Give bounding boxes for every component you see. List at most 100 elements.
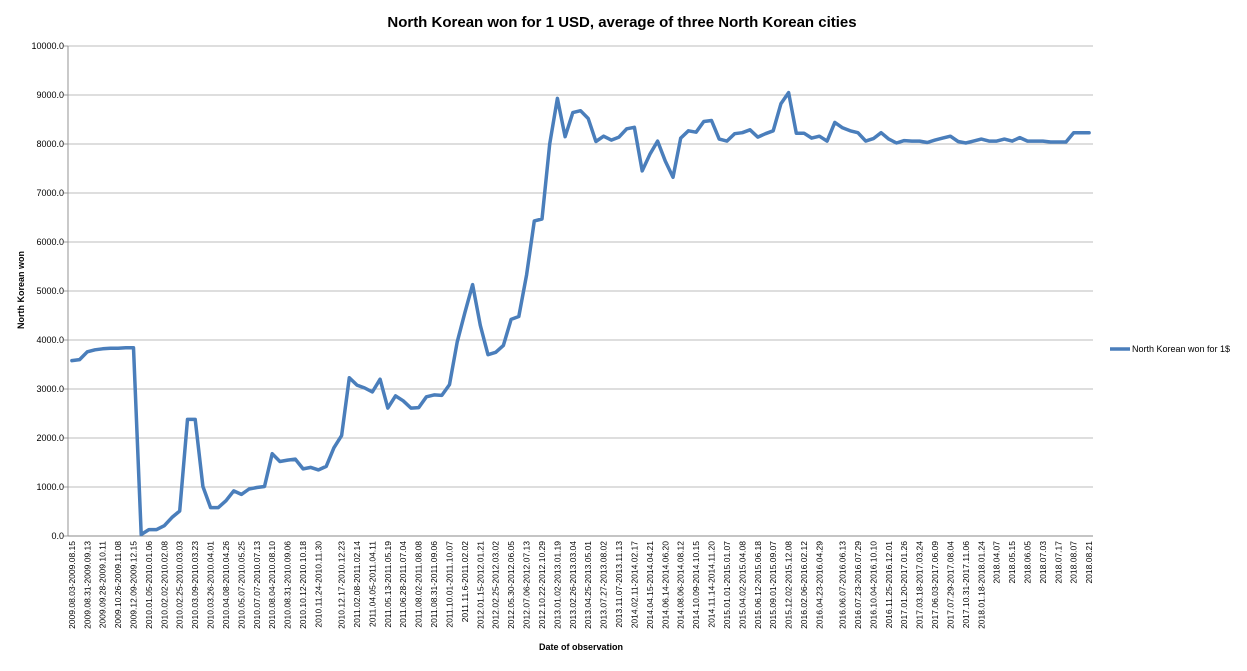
data-point xyxy=(903,139,906,142)
x-tick-label: 2015.04.02-2015.04.08 xyxy=(737,541,747,629)
x-tick-label: 2015.12.02-2015.12.08 xyxy=(784,541,794,629)
data-point xyxy=(363,387,366,390)
data-point xyxy=(132,346,135,349)
data-point xyxy=(309,466,312,469)
data-point xyxy=(70,359,73,362)
data-point xyxy=(1041,140,1044,143)
data-point xyxy=(887,138,890,141)
data-point xyxy=(379,378,382,381)
x-tick-label: 2013.11.07-2013.11.13 xyxy=(614,541,624,628)
data-point xyxy=(672,176,675,179)
data-point xyxy=(109,347,112,350)
data-point xyxy=(564,135,567,138)
data-point xyxy=(1011,140,1014,143)
data-point xyxy=(1065,141,1068,144)
data-point xyxy=(117,347,120,350)
x-tick-label: 2010.03.09-2010.03.23 xyxy=(190,541,200,629)
data-point xyxy=(78,358,81,361)
data-point xyxy=(371,390,374,393)
data-point xyxy=(394,394,397,397)
x-tick-label: 2010.11.24-2010.11.30 xyxy=(314,541,324,628)
data-point xyxy=(1049,141,1052,144)
x-tick-label: 2010.02.25-2010.03.03 xyxy=(175,541,185,629)
data-point xyxy=(988,140,991,143)
x-tick-label: 2018.07.17 xyxy=(1053,541,1063,584)
x-tick-label: 2010.08.31-2010.09.06 xyxy=(283,541,293,629)
data-point xyxy=(386,407,389,410)
x-tick-label: 2014.06.14-2014.06.20 xyxy=(660,541,670,629)
data-point xyxy=(286,459,289,462)
data-point xyxy=(448,383,451,386)
x-tick-label: 2009.12.09-2009.12.15 xyxy=(129,541,139,629)
x-tick-label: 2018.01.18-2018.01.24 xyxy=(976,541,986,629)
data-point xyxy=(1088,131,1091,134)
data-point xyxy=(494,351,497,354)
x-tick-label: 2010.01.05-2010.01.06 xyxy=(144,541,154,629)
data-point xyxy=(880,131,883,134)
data-point xyxy=(94,348,97,351)
data-point xyxy=(124,346,127,349)
data-point xyxy=(248,488,251,491)
data-point xyxy=(163,524,166,527)
x-tick-label: 2010.08.04-2010.08.10 xyxy=(267,541,277,629)
data-point xyxy=(579,109,582,112)
x-tick-label: 2013.02.26-2013.03.04 xyxy=(568,541,578,629)
y-tick-label: 8000.0 xyxy=(36,139,64,149)
y-tick-label: 1000.0 xyxy=(36,482,64,492)
data-point xyxy=(510,318,513,321)
data-point xyxy=(587,117,590,120)
chart-title: North Korean won for 1 USD, average of t… xyxy=(387,14,856,31)
data-point xyxy=(271,452,274,455)
x-tick-label: 2017.03.18-2017.03.24 xyxy=(915,541,925,629)
data-point xyxy=(140,533,143,536)
x-tick-label: 2011.11.6-2011.02.02 xyxy=(460,541,470,623)
data-point xyxy=(695,131,698,134)
data-point xyxy=(502,344,505,347)
x-tick-label: 2009.08.31-2009.09.13 xyxy=(82,541,92,629)
data-point xyxy=(201,485,204,488)
data-point xyxy=(487,353,490,356)
data-point xyxy=(980,138,983,141)
x-tick-label: 2010.12.17-2010.12.23 xyxy=(337,541,347,629)
x-tick-label: 2011.08.31-2011.09.06 xyxy=(429,541,439,628)
data-point xyxy=(949,135,952,138)
x-tick-label: 2016.07.23-2016.07.29 xyxy=(853,541,863,629)
data-point xyxy=(756,136,759,139)
x-tick-label: 2014.11.14-2014.11.20 xyxy=(707,541,717,628)
data-point xyxy=(571,111,574,114)
x-tick-label: 2017.07.29-2017.08.04 xyxy=(945,541,955,629)
x-tick-label: 2015.06.12-2015.06.18 xyxy=(753,541,763,629)
data-point xyxy=(702,120,705,123)
data-point xyxy=(872,137,875,140)
data-point xyxy=(641,169,644,172)
x-tick-label: 2013.04.25-2013.05.01 xyxy=(583,541,593,629)
x-tick-label: 2011.08.02-2011.08.08 xyxy=(414,541,424,628)
data-point xyxy=(101,347,104,350)
data-point xyxy=(278,460,281,463)
data-point xyxy=(856,131,859,134)
x-tick-label: 2009.08.03-2009.08.15 xyxy=(67,541,77,629)
x-tick-label: 2011.05.13-2011.05.19 xyxy=(383,541,393,628)
y-tick-label: 10000.0 xyxy=(31,41,64,51)
data-point xyxy=(687,129,690,132)
x-tick-label: 2012.10.22-2012.10.29 xyxy=(537,541,547,629)
data-point xyxy=(240,493,243,496)
y-tick-label: 9000.0 xyxy=(36,90,64,100)
data-point xyxy=(517,315,520,318)
data-point xyxy=(178,510,181,513)
data-point xyxy=(772,129,775,132)
x-tick-label: 2016.04.23-2016.04.29 xyxy=(814,541,824,629)
data-point xyxy=(171,516,174,519)
data-point xyxy=(610,139,613,142)
x-tick-label: 2011.04.05-2011.04.11 xyxy=(367,541,377,627)
data-point xyxy=(964,142,967,145)
data-point xyxy=(864,140,867,143)
x-tick-label: 2012.02.25-2012.03.02 xyxy=(491,541,501,629)
legend-label: North Korean won for 1$ xyxy=(1132,344,1230,354)
data-point xyxy=(795,132,798,135)
data-point xyxy=(594,140,597,143)
data-point xyxy=(548,143,551,146)
x-tick-label: 2010.02.02-2010.02.08 xyxy=(159,541,169,629)
y-tick-label: 2000.0 xyxy=(36,433,64,443)
